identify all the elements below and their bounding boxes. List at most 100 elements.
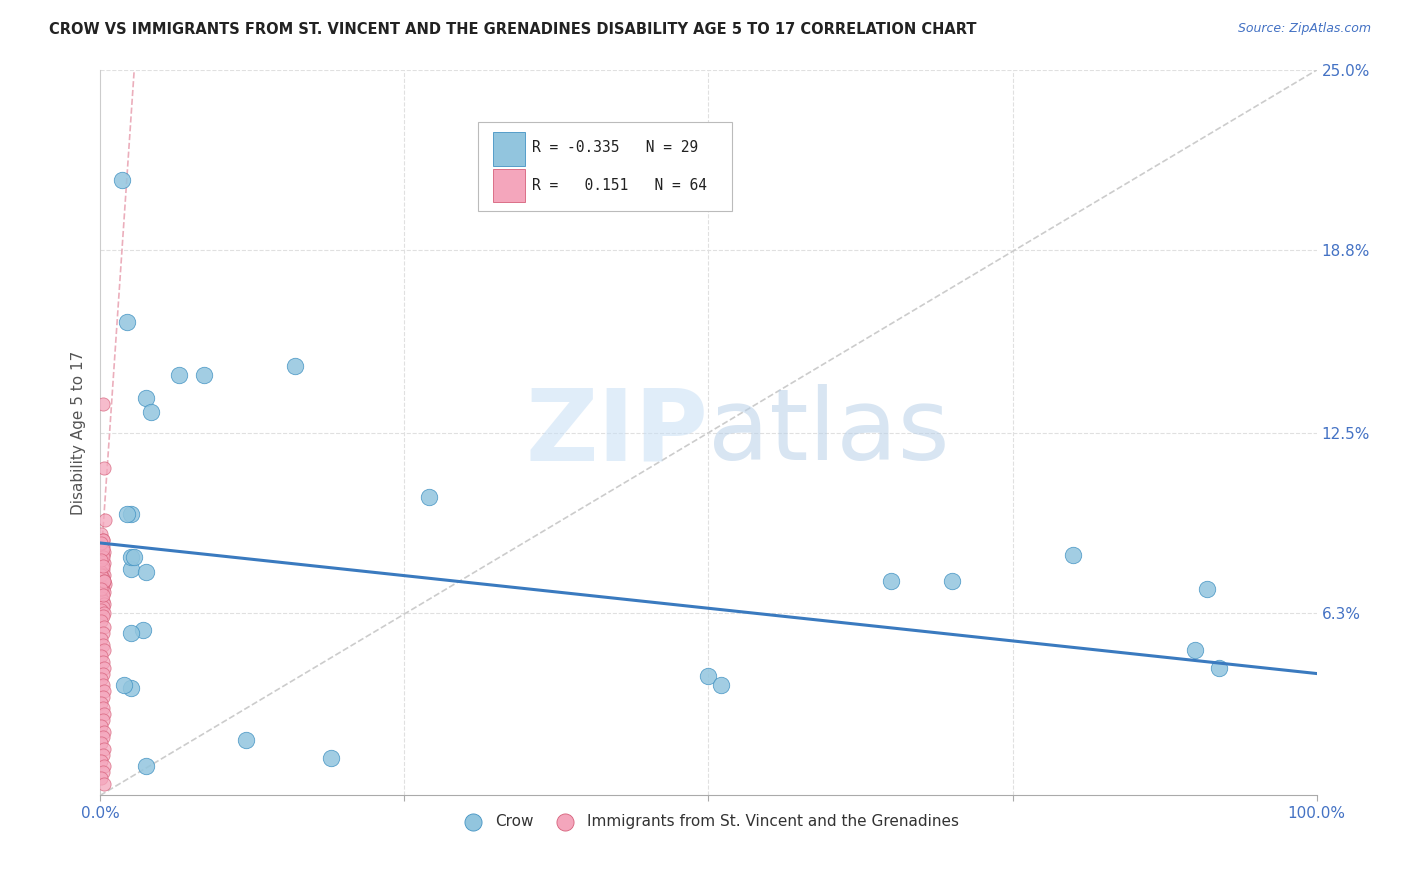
Point bbox=[91, 539, 114, 553]
Point bbox=[418, 490, 440, 504]
Point bbox=[880, 574, 903, 588]
Point bbox=[91, 550, 114, 565]
Point bbox=[122, 550, 145, 565]
Point bbox=[90, 582, 112, 597]
Point bbox=[193, 368, 215, 382]
Point bbox=[90, 771, 112, 785]
Point bbox=[91, 562, 114, 576]
Point bbox=[91, 690, 114, 704]
Point bbox=[91, 599, 114, 614]
Point bbox=[120, 550, 142, 565]
Point bbox=[91, 765, 114, 780]
Point bbox=[93, 724, 115, 739]
Point bbox=[120, 507, 142, 521]
Point bbox=[90, 673, 112, 687]
Point bbox=[91, 548, 114, 562]
Point bbox=[91, 731, 114, 745]
Point bbox=[120, 626, 142, 640]
Point bbox=[90, 580, 112, 594]
Text: ZIP: ZIP bbox=[526, 384, 709, 481]
Point bbox=[284, 359, 307, 373]
Point bbox=[1208, 661, 1230, 675]
Point bbox=[93, 661, 115, 675]
FancyBboxPatch shape bbox=[494, 169, 524, 202]
Point bbox=[90, 536, 112, 550]
Point bbox=[90, 736, 112, 750]
Point bbox=[90, 553, 112, 567]
FancyBboxPatch shape bbox=[478, 121, 731, 211]
Point bbox=[91, 678, 114, 692]
Point bbox=[91, 666, 114, 681]
Point bbox=[91, 626, 114, 640]
Point bbox=[91, 638, 114, 652]
Point bbox=[93, 544, 115, 558]
Point bbox=[93, 620, 115, 634]
Text: atlas: atlas bbox=[709, 384, 950, 481]
Point bbox=[91, 571, 114, 585]
Point bbox=[135, 759, 157, 773]
Text: Source: ZipAtlas.com: Source: ZipAtlas.com bbox=[1237, 22, 1371, 36]
Y-axis label: Disability Age 5 to 17: Disability Age 5 to 17 bbox=[72, 351, 86, 515]
Point bbox=[115, 507, 138, 521]
Point bbox=[90, 603, 112, 617]
FancyBboxPatch shape bbox=[494, 132, 524, 166]
Legend: Crow, Immigrants from St. Vincent and the Grenadines: Crow, Immigrants from St. Vincent and th… bbox=[451, 807, 966, 835]
Point bbox=[167, 368, 190, 382]
Point bbox=[90, 696, 112, 710]
Point bbox=[91, 588, 114, 602]
Point bbox=[91, 608, 114, 623]
Point bbox=[93, 777, 115, 791]
Point bbox=[1197, 582, 1219, 597]
Point bbox=[93, 684, 115, 698]
Point bbox=[91, 701, 114, 715]
Point bbox=[120, 681, 142, 695]
Point bbox=[697, 669, 720, 683]
Point bbox=[114, 678, 136, 692]
Point bbox=[93, 606, 115, 620]
Point bbox=[235, 733, 257, 747]
Text: R = -0.335   N = 29: R = -0.335 N = 29 bbox=[531, 140, 699, 155]
Point bbox=[115, 316, 138, 330]
Point bbox=[709, 678, 731, 692]
Point bbox=[141, 405, 163, 419]
Point bbox=[91, 397, 114, 411]
Point bbox=[94, 513, 117, 527]
Text: CROW VS IMMIGRANTS FROM ST. VINCENT AND THE GRENADINES DISABILITY AGE 5 TO 17 CO: CROW VS IMMIGRANTS FROM ST. VINCENT AND … bbox=[49, 22, 977, 37]
Point bbox=[93, 585, 115, 599]
Point bbox=[120, 562, 142, 576]
Point bbox=[91, 594, 114, 608]
Point bbox=[90, 754, 112, 768]
Point bbox=[93, 643, 115, 657]
Text: R =   0.151   N = 64: R = 0.151 N = 64 bbox=[531, 178, 707, 193]
Point bbox=[90, 649, 112, 664]
Point bbox=[90, 632, 112, 646]
Point bbox=[91, 582, 114, 597]
Point bbox=[90, 719, 112, 733]
Point bbox=[91, 655, 114, 669]
Point bbox=[135, 391, 157, 405]
Point bbox=[321, 750, 343, 764]
Point bbox=[135, 565, 157, 579]
Point bbox=[91, 747, 114, 762]
Point bbox=[91, 541, 114, 556]
Point bbox=[94, 576, 117, 591]
Point bbox=[131, 623, 153, 637]
Point bbox=[93, 556, 115, 570]
Point bbox=[93, 742, 115, 756]
Point bbox=[941, 574, 963, 588]
Point bbox=[91, 533, 114, 547]
Point bbox=[93, 707, 115, 722]
Point bbox=[93, 574, 115, 588]
Point bbox=[111, 173, 134, 187]
Point bbox=[91, 713, 114, 727]
Point bbox=[91, 559, 114, 574]
Point bbox=[90, 527, 112, 541]
Point bbox=[91, 533, 114, 547]
Point bbox=[90, 591, 112, 606]
Point bbox=[90, 565, 112, 579]
Point bbox=[93, 759, 115, 773]
Point bbox=[93, 567, 115, 582]
Point bbox=[90, 567, 112, 582]
Point bbox=[93, 460, 115, 475]
Point bbox=[1062, 548, 1084, 562]
